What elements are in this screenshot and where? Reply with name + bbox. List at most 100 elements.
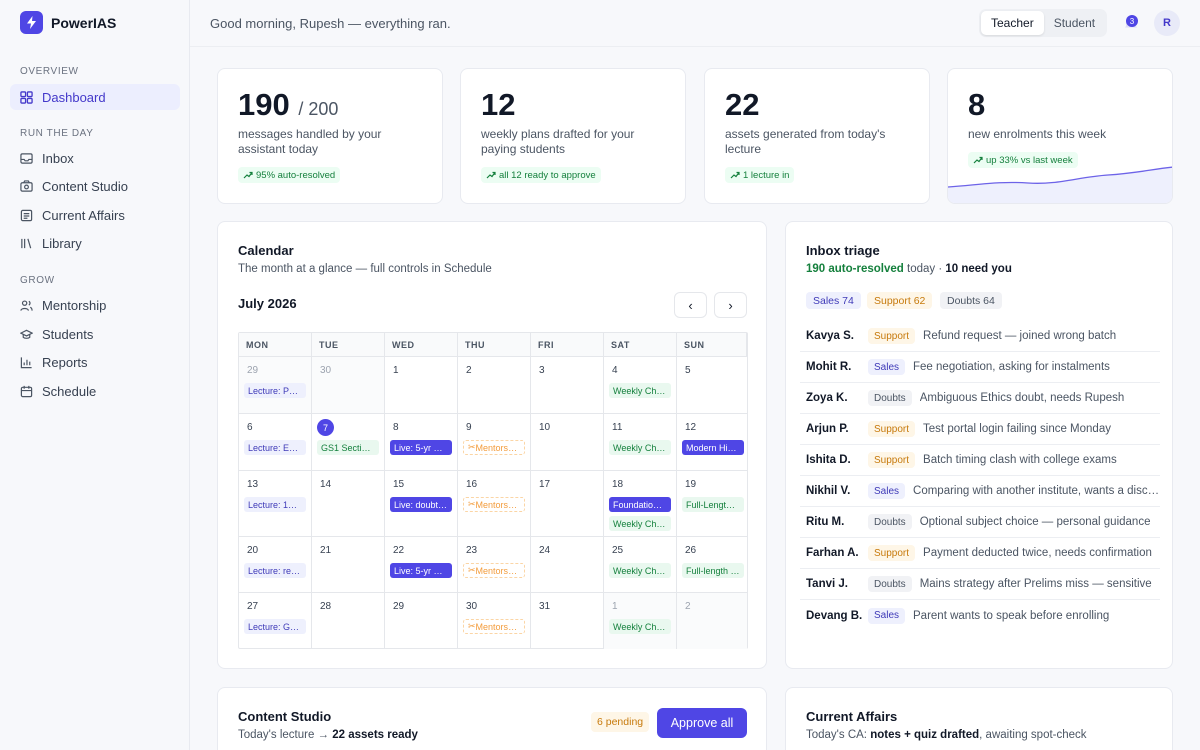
calendar-event[interactable]: Weekly Check-in: [609, 440, 671, 455]
calendar-day-cell[interactable]: 6 Lecture: Economy: [239, 414, 312, 471]
approve-all-button[interactable]: Approve all: [657, 708, 747, 738]
calendar-event[interactable]: GS1 Section test: [317, 440, 379, 455]
day-number: 10: [539, 422, 551, 433]
calendar-event[interactable]: ✂ Mentorship: [463, 440, 525, 455]
calendar-event[interactable]: Weekly Check-in: [609, 383, 671, 398]
calendar-event[interactable]: Foundation batch: [609, 497, 671, 512]
calendar-day-cell[interactable]: 3: [531, 357, 604, 414]
calendar-event[interactable]: Full-length test: [682, 563, 744, 578]
inbox-row[interactable]: Zoya K. Doubts Ambiguous Ethics doubt, nee…: [800, 383, 1160, 414]
calendar-day-cell[interactable]: 8 Live: 5-yr PYQ: [385, 414, 458, 471]
calendar-day-cell[interactable]: 14: [312, 471, 385, 537]
sidebar-item-schedule[interactable]: Schedule: [10, 378, 180, 404]
inbox-row[interactable]: Ishita D. Support Batch timing clash with …: [800, 445, 1160, 476]
calendar-day-cell[interactable]: 13 Lecture: 1857 Revolt: [239, 471, 312, 537]
calendar-day-cell[interactable]: 24: [531, 537, 604, 593]
calendar-day-cell[interactable]: 29: [385, 593, 458, 649]
calendar-day-cell[interactable]: 18 Foundation batch Weekly Check-in: [604, 471, 677, 537]
calendar-day-cell[interactable]: 28: [312, 593, 385, 649]
calendar-day-cell[interactable]: 17: [531, 471, 604, 537]
tag-sales[interactable]: Sales 74: [806, 292, 861, 309]
calendar-event[interactable]: ✂ Mentorship: [463, 619, 525, 634]
sidebar-item-reports[interactable]: Reports: [10, 349, 180, 375]
calendar-day-cell[interactable]: 19 Full-Length Mock: [677, 471, 747, 537]
calendar-day-cell[interactable]: 1: [385, 357, 458, 414]
calendar-next-button[interactable]: ›: [714, 292, 747, 318]
sidebar-item-students[interactable]: Students: [10, 321, 180, 347]
calendar-day-cell[interactable]: 10: [531, 414, 604, 471]
avatar[interactable]: R: [1154, 10, 1180, 36]
calendar-day-cell[interactable]: 25 Weekly Check-in: [604, 537, 677, 593]
calendar-event[interactable]: Full-Length Mock: [682, 497, 744, 512]
calendar-day-cell[interactable]: 9 ✂ Mentorship: [458, 414, 531, 471]
calendar-event[interactable]: Live: 5-yr PYQ: [390, 440, 452, 455]
toggle-student[interactable]: Student: [1053, 16, 1096, 30]
inbox-row[interactable]: Kavya S. Support Refund request — joined w…: [800, 321, 1160, 352]
inbox-row[interactable]: Farhan A. Support Payment deducted twice, …: [800, 538, 1160, 569]
calendar-event[interactable]: Weekly Check-in: [609, 563, 671, 578]
bar-chart-icon: [20, 356, 32, 368]
calendar-event[interactable]: Lecture: Geography: [244, 619, 306, 634]
calendar-day-cell[interactable]: 26 Full-length test: [677, 537, 747, 593]
inbox-row[interactable]: Ritu M. Doubts Optional subject choice — p…: [800, 507, 1160, 538]
calendar-day-cell[interactable]: 5: [677, 357, 747, 414]
inbox-row[interactable]: Devang B. Sales Parent wants to speak befo…: [800, 600, 1160, 631]
calendar-day-cell[interactable]: 30: [312, 357, 385, 414]
calendar-subtitle: The month at a glance — full controls in…: [238, 263, 492, 275]
calendar-day-cell[interactable]: 23 ✂ Mentorship: [458, 537, 531, 593]
sidebar-item-inbox[interactable]: Inbox: [10, 145, 180, 171]
calendar-day-cell[interactable]: 16 ✂ Mentorship: [458, 471, 531, 537]
sidebar-item-content-studio[interactable]: Content Studio: [10, 173, 180, 199]
inbox-row-tag: Support: [868, 545, 916, 561]
inbox-row-tag: Doubts: [868, 514, 912, 530]
weekday-header: MON: [239, 333, 312, 357]
inbox-row-text: Parent wants to speak before enrolling: [913, 609, 1110, 622]
calendar-day-cell[interactable]: 15 Live: doubt clearing: [385, 471, 458, 537]
tag-doubts[interactable]: Doubts 64: [940, 292, 1002, 309]
calendar-day-cell[interactable]: 2: [458, 357, 531, 414]
inbox-row[interactable]: Nikhil V. Sales Comparing with another ins…: [800, 476, 1160, 507]
day-number: 29: [247, 365, 259, 376]
calendar-event[interactable]: Live: doubt clearing: [390, 497, 452, 512]
calendar-prev-button[interactable]: ‹: [674, 292, 707, 318]
calendar-day-cell[interactable]: 30 ✂ Mentorship: [458, 593, 531, 649]
calendar-day-cell[interactable]: 29 Lecture: Polity: [239, 357, 312, 414]
calendar-day-cell[interactable]: 4 Weekly Check-in: [604, 357, 677, 414]
calendar-day-cell[interactable]: 27 Lecture: Geography: [239, 593, 312, 649]
sidebar-item-label: Content Studio: [42, 178, 129, 194]
calendar-event[interactable]: Lecture: Economy: [244, 440, 306, 455]
calendar-day-cell[interactable]: 7 GS1 Section test: [312, 414, 385, 471]
calendar-event[interactable]: Live: 5-yr PYQ: [390, 563, 452, 578]
calendar-day-cell[interactable]: 2: [677, 593, 747, 649]
calendar-day-cell[interactable]: 11 Weekly Check-in: [604, 414, 677, 471]
calendar-event[interactable]: Lecture: Polity: [244, 383, 306, 398]
toggle-teacher[interactable]: Teacher: [981, 11, 1044, 35]
calendar-day-cell[interactable]: 22 Live: 5-yr PYQ: [385, 537, 458, 593]
calendar-event[interactable]: Weekly Check-in: [609, 516, 671, 531]
calendar-day-cell[interactable]: 1 Weekly Check-in: [604, 593, 677, 649]
brand[interactable]: PowerIAS: [20, 11, 116, 34]
calendar-day-cell[interactable]: 31: [531, 593, 604, 649]
sidebar-item-library[interactable]: Library: [10, 230, 180, 256]
calendar-event[interactable]: Lecture: revision: [244, 563, 306, 578]
inbox-summary: 190 auto-resolved today · 10 need you: [806, 263, 1012, 275]
inbox-row[interactable]: Mohit R. Sales Fee negotiation, asking for…: [800, 352, 1160, 383]
calendar-day-cell[interactable]: 21: [312, 537, 385, 593]
calendar-day-cell[interactable]: 12 Modern History: [677, 414, 747, 471]
calendar-day-cell[interactable]: 20 Lecture: revision: [239, 537, 312, 593]
inbox-row-text: Refund request — joined wrong batch: [923, 330, 1117, 342]
inbox-row-tag: Support: [868, 328, 916, 344]
calendar-event[interactable]: Lecture: 1857 Revolt: [244, 497, 306, 512]
calendar-event[interactable]: ✂ Mentorship: [463, 563, 525, 578]
inbox-row[interactable]: Tanvi J. Doubts Mains strategy after Preli…: [800, 569, 1160, 600]
sidebar-item-dashboard[interactable]: Dashboard: [10, 84, 180, 110]
inbox-row[interactable]: Arjun P. Support Test portal login failing…: [800, 414, 1160, 445]
tag-support[interactable]: Support 62: [867, 292, 933, 309]
calendar-event[interactable]: Weekly Check-in: [609, 619, 671, 634]
stat-card-assets: 22 assets generated from today's lecture…: [704, 68, 930, 204]
calendar-event[interactable]: Modern History: [682, 440, 744, 455]
sidebar-item-current-affairs[interactable]: Current Affairs: [10, 202, 180, 228]
calendar-event-label: Lecture: revision: [248, 565, 302, 576]
sidebar-item-mentorship[interactable]: Mentorship: [10, 292, 180, 318]
calendar-event[interactable]: ✂ Mentorship: [463, 497, 525, 512]
